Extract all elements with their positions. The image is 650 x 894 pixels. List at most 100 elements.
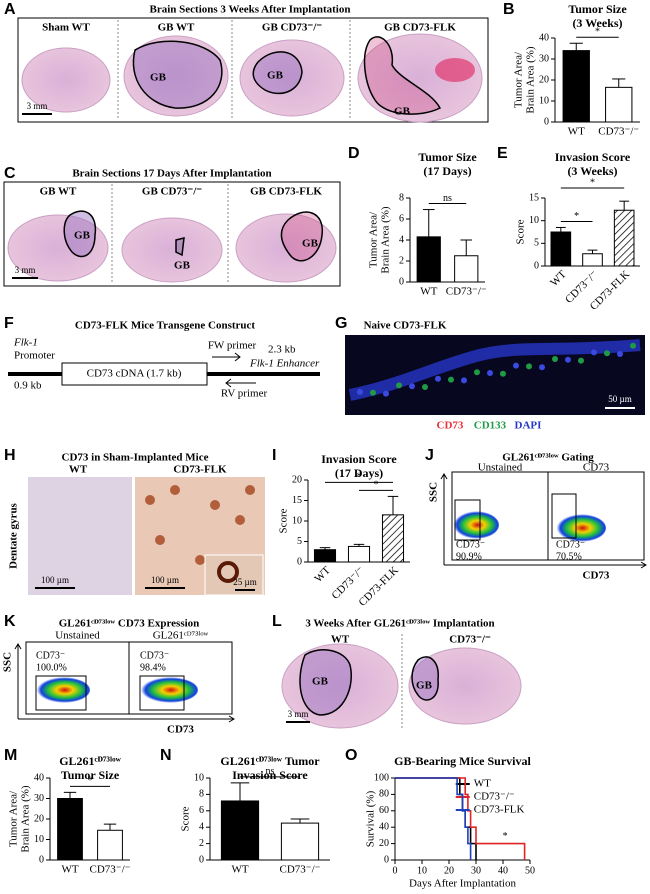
bar <box>57 798 83 861</box>
section-label: GB WT <box>158 22 195 34</box>
tumor-outline <box>363 36 442 115</box>
survival-curve <box>395 777 477 860</box>
enhancer-label: Flk-1 Enhancer <box>249 358 320 370</box>
y-axis-label: Brain Area (%) <box>20 785 32 853</box>
bar <box>613 209 635 267</box>
y-tick-label: 8 <box>199 789 204 800</box>
cdna-label: CD73 cDNA (1.7 kb) <box>87 368 182 380</box>
stain-dot <box>578 357 584 364</box>
y-axis-label: SSC <box>2 652 14 672</box>
x-axis-label: CD73 <box>167 724 194 736</box>
y-tick-label: 20 <box>34 813 44 824</box>
y-tick-label: 6 <box>399 213 404 224</box>
y-tick-label: 60 <box>379 805 389 816</box>
significance-label: * <box>574 211 579 222</box>
flow-density <box>451 511 499 539</box>
gate <box>35 675 87 711</box>
chart-title: Tumor Size <box>61 768 120 782</box>
panel-letter: A <box>4 1 16 18</box>
fw-arrow <box>212 352 241 362</box>
y-tick-label: 4 <box>399 234 404 245</box>
y-tick-label: 5 <box>534 238 539 249</box>
plot-label: Unstained <box>55 630 100 642</box>
stain-dot <box>435 375 441 382</box>
chart-title: GB-Bearing Mice Survival <box>394 754 531 768</box>
rv-arrow <box>225 378 256 388</box>
significance-label: * <box>595 27 600 38</box>
x-tick-label: CD73⁻/⁻ <box>90 864 131 876</box>
legend-label: CD73-FLK <box>474 804 525 816</box>
tumor-label: GB <box>267 70 284 82</box>
plot-label: GL261ᶜᴰ⁷³ˡᵒʷ <box>153 630 209 642</box>
significance-label: * <box>357 472 362 483</box>
chart-title: Tumor Size <box>568 2 627 16</box>
panel-title: Naive CD73-FLK <box>364 320 447 332</box>
promoter-name: Flk-1 <box>13 337 38 349</box>
flow-density <box>554 514 606 542</box>
x-tick-label: WT <box>568 126 585 138</box>
legend-label: CD73⁻/⁻ <box>474 791 515 803</box>
scale-bar-label: 25 µm <box>233 577 256 587</box>
gate-label: CD73⁻ <box>556 539 585 550</box>
stain-blob <box>235 515 245 525</box>
y-tick-label: 0 <box>544 116 549 127</box>
x-tick-label: WT <box>61 864 78 876</box>
cdna-box <box>61 362 208 386</box>
y-axis-label: Tumor Area/ <box>513 51 525 108</box>
stain-dot <box>552 356 558 362</box>
y-tick-label: 15 <box>292 495 302 506</box>
significance-label: * <box>503 831 508 842</box>
y-axis-label: Score <box>278 508 290 533</box>
bar <box>562 50 590 123</box>
tumor-label: GB <box>416 680 433 692</box>
stain-dot <box>591 349 597 356</box>
gate <box>139 675 185 711</box>
stain-dot <box>383 390 389 397</box>
y-axis-label: Score <box>515 219 527 244</box>
panel-letter: N <box>160 747 172 764</box>
tumor-outline <box>299 649 352 716</box>
y-tick-label: 30 <box>34 793 44 804</box>
panel-letter: B <box>503 1 515 18</box>
legend-label: WT <box>474 778 491 790</box>
y-tick-label: 0 <box>297 556 302 567</box>
x-tick-label: 50 <box>525 865 535 876</box>
stain-dot <box>630 342 636 349</box>
x-tick-label: WT <box>312 564 333 585</box>
y-axis-label: SSC <box>428 482 440 502</box>
fw-primer: FW primer <box>208 340 257 352</box>
stain-blob <box>195 555 205 565</box>
brain-section <box>239 39 345 117</box>
gate-percent: 98.4% <box>140 662 166 673</box>
panel-letter: C <box>4 165 16 182</box>
survival-curve <box>395 777 526 860</box>
x-tick-label: CD73⁻/⁻ <box>446 286 487 298</box>
flow-density <box>138 677 198 703</box>
tumor-label: GB <box>174 260 191 272</box>
tumor-label: GB <box>312 676 329 688</box>
stain-blob <box>155 535 165 545</box>
y-tick-label: 100 <box>374 772 389 783</box>
stain-dot <box>370 389 376 396</box>
stain-dot <box>448 376 454 383</box>
y-tick-label: 10 <box>34 834 44 845</box>
stain-dot <box>461 377 467 384</box>
scale-bar-label: 3 mm <box>27 101 48 111</box>
stain <box>435 58 475 82</box>
bar <box>550 231 572 267</box>
brain-section <box>121 217 223 283</box>
gate-percent: 70.5% <box>556 551 582 562</box>
bar <box>454 255 479 283</box>
inset-cell <box>217 561 239 583</box>
tumor-outline <box>411 656 439 701</box>
stain-dot <box>474 369 480 376</box>
bar <box>280 822 320 861</box>
y-tick-label: 5 <box>297 536 302 547</box>
gate-label: CD73⁻ <box>140 650 169 661</box>
image-label: WT <box>69 464 88 476</box>
tumor-outline <box>280 211 323 262</box>
chart-title: GL261ᶜᴰ⁷³ˡᵒʷ Tumor <box>220 754 320 768</box>
region-label: Dentate gyrus <box>8 502 20 568</box>
x-tick-label: 40 <box>498 865 508 876</box>
plot-label: CD73 <box>583 462 610 474</box>
